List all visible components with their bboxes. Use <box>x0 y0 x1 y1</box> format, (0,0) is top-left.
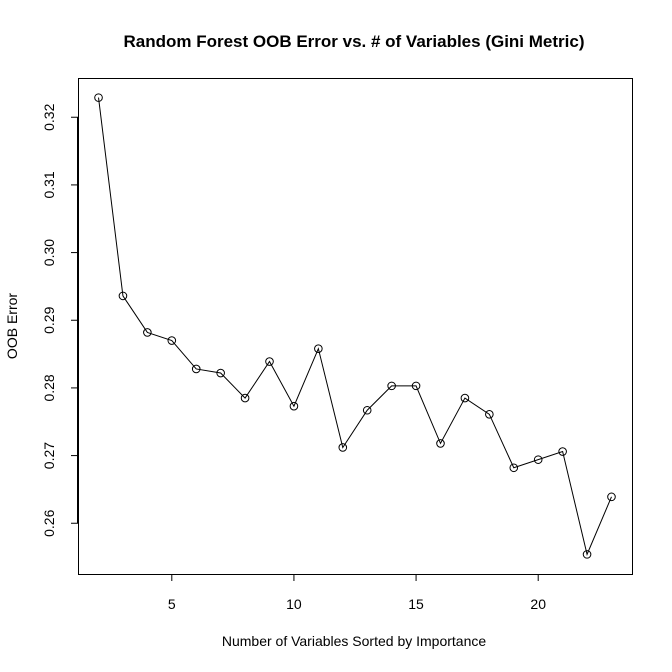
data-point <box>118 291 128 301</box>
data-point <box>411 381 421 391</box>
y-axis-label: OOB Error <box>4 293 20 359</box>
data-point <box>436 439 445 448</box>
data-point <box>362 405 372 415</box>
data-point <box>582 550 592 559</box>
y-tick-label: 0.29 <box>41 306 57 333</box>
data-point <box>387 381 396 391</box>
y-tick-label: 0.28 <box>41 374 57 401</box>
x-axis-label: Number of Variables Sorted by Importance <box>222 633 487 649</box>
data-point <box>240 393 250 403</box>
plot-frame <box>78 78 633 575</box>
data-point <box>167 336 177 345</box>
data-point <box>338 443 348 452</box>
data-point <box>460 393 470 403</box>
data-point <box>509 463 519 473</box>
y-tick-label: 0.31 <box>41 171 57 198</box>
plot-area <box>94 93 616 559</box>
series-line <box>98 97 612 556</box>
data-point <box>143 328 152 337</box>
data-point <box>558 447 567 456</box>
y-tick-label: 0.27 <box>41 442 57 469</box>
x-tick-label: 10 <box>286 596 302 612</box>
y-tick-label: 0.32 <box>41 103 57 130</box>
data-point <box>216 368 225 378</box>
data-point <box>485 410 494 419</box>
data-point <box>191 364 201 374</box>
data-point <box>265 357 274 366</box>
y-axis: 0.26 0.27 0.28 0.29 0.30 0.31 0.32 <box>41 103 78 537</box>
x-tick-label: 5 <box>168 596 176 612</box>
data-point <box>533 455 543 464</box>
x-axis: 5 10 15 20 <box>168 574 546 612</box>
x-tick-label: 20 <box>530 596 546 612</box>
x-tick-label: 15 <box>408 596 424 612</box>
data-point <box>607 492 616 502</box>
y-tick-label: 0.30 <box>41 239 57 266</box>
data-point <box>289 401 299 411</box>
chart-title: Random Forest OOB Error vs. # of Variabl… <box>123 32 584 51</box>
data-point <box>94 93 103 102</box>
data-point <box>314 344 323 353</box>
y-tick-label: 0.26 <box>41 509 57 536</box>
